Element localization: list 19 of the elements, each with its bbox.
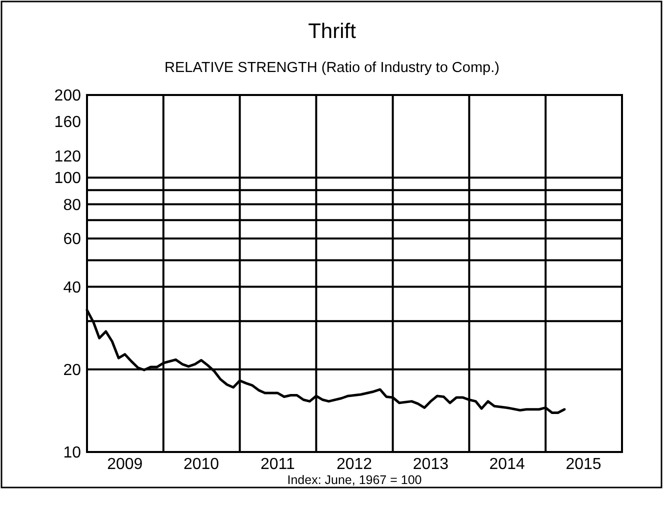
chart-subtitle: RELATIVE STRENGTH (Ratio of Industry to Comp.) xyxy=(164,60,500,76)
chart-title: Thrift xyxy=(308,20,356,43)
y-tick-label: 200 xyxy=(54,88,82,105)
y-tick-label: 40 xyxy=(63,279,82,296)
x-tick-label: 2011 xyxy=(260,456,295,473)
y-tick-label: 120 xyxy=(54,148,82,166)
x-tick-label: 2013 xyxy=(412,456,449,473)
x-tick-label: 2009 xyxy=(107,456,143,473)
x-tick-label: 2014 xyxy=(489,456,525,473)
y-tick-label: 60 xyxy=(63,231,82,248)
y-tick-label: 100 xyxy=(54,170,82,188)
x-tick-label: 2012 xyxy=(336,456,372,473)
text: Index: June, 1967 = 100 xyxy=(287,473,422,487)
x-tick-label: 2010 xyxy=(183,456,220,473)
x-tick-label: 2015 xyxy=(566,456,602,473)
y-tick-label: 80 xyxy=(63,196,82,214)
y-tick-label: 20 xyxy=(63,362,82,379)
y-tick-label: 160 xyxy=(54,114,82,132)
y-tick-label: 10 xyxy=(63,444,82,462)
